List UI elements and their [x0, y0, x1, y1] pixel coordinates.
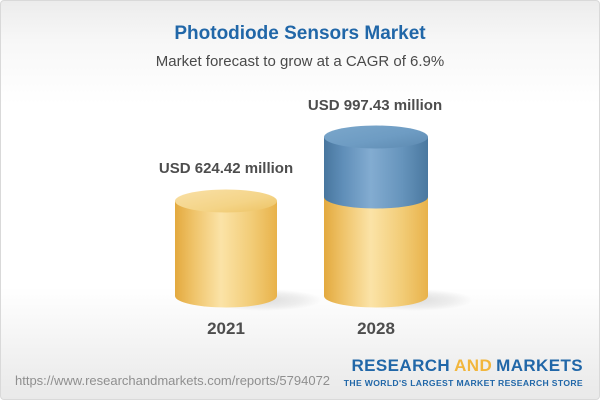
report-url: https://www.researchandmarkets.com/repor…: [15, 373, 331, 388]
logo-word-markets: MARKETS: [496, 356, 583, 375]
logo-word-research: RESEARCH: [351, 356, 451, 375]
value-label-2028: USD 997.43 million: [307, 97, 443, 114]
research-and-markets-logo: RESEARCH AND MARKETS THE WORLD'S LARGEST M…: [344, 356, 583, 388]
page-title: Photodiode Sensors Market: [174, 23, 426, 44]
bar-2021: [175, 189, 277, 308]
logo-tagline: THE WORLD'S LARGEST MARKET RESEARCH STOR…: [343, 378, 583, 388]
category-label-2021: 2021: [207, 319, 245, 338]
logo-wordmark: RESEARCH AND MARKETS: [344, 356, 583, 376]
category-label-2028: 2028: [357, 319, 395, 338]
logo-word-and: AND: [454, 356, 493, 375]
value-label-2021: USD 624.42 million: [158, 160, 294, 177]
bar-2028: [324, 125, 428, 308]
page-subtitle: Market forecast to grow at a CAGR of 6.9…: [155, 53, 445, 70]
